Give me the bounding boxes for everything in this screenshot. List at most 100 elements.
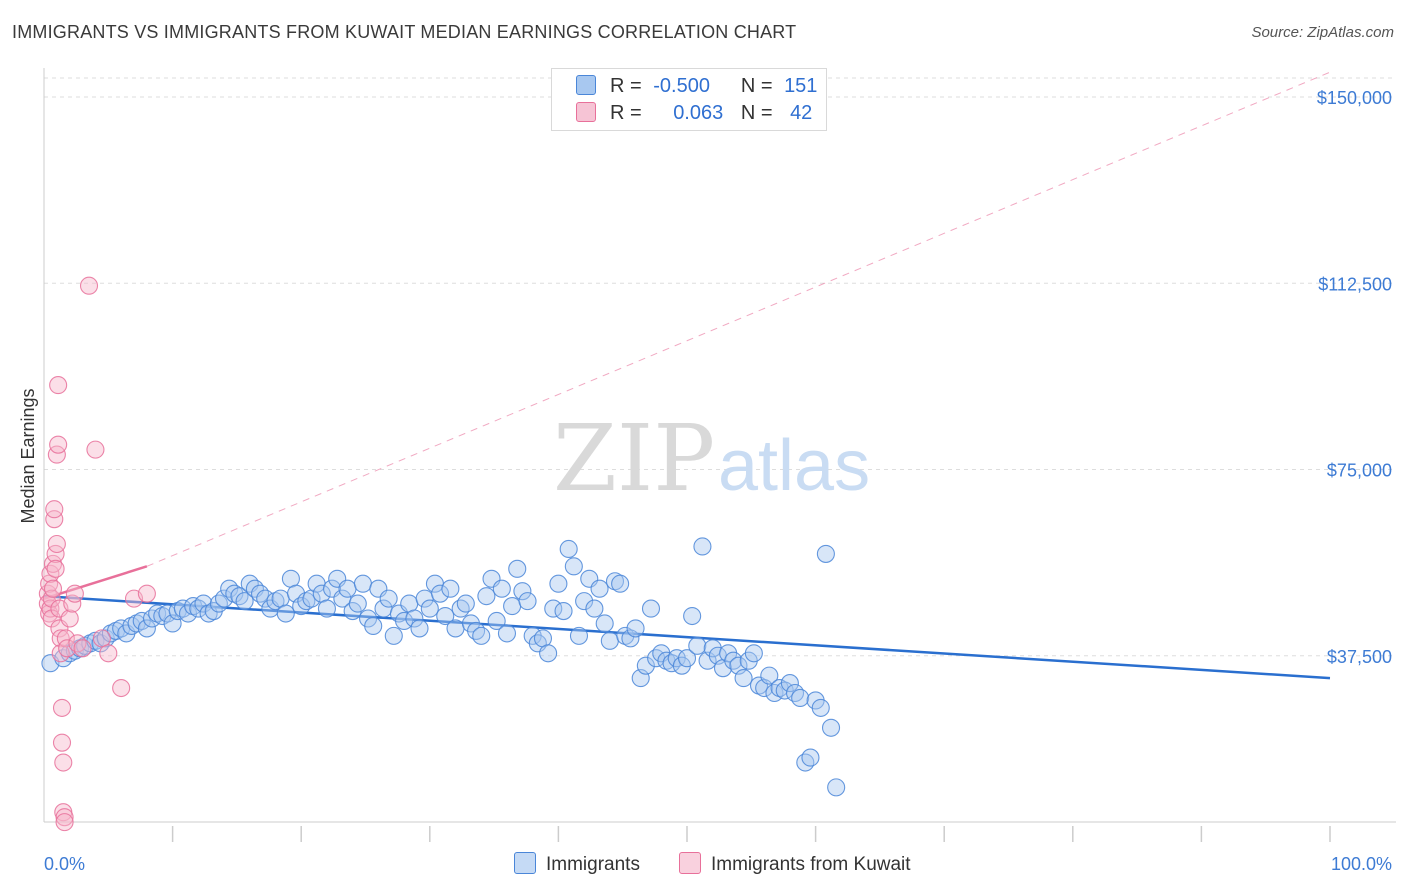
immigrants-point [636,656,655,675]
immigrants-point [467,621,486,640]
immigrants-point [266,592,285,611]
immigrants-point [405,609,424,628]
immigrants-point [693,537,712,556]
immigrants-point [585,599,604,618]
immigrants-point [214,589,234,608]
trend-line [43,565,148,600]
kuwait-point [54,753,73,772]
immigrants-point [734,669,753,688]
kuwait-point [47,534,66,554]
immigrants-point [492,579,511,598]
legend-r-value: 0.063 [673,102,724,124]
bottom-legend-swatch-blue [514,852,536,874]
immigrants-point [827,778,846,797]
kuwait-point [92,629,111,648]
immigrants-point [225,584,244,603]
immigrants-point [497,624,517,643]
kuwait-point [55,813,74,832]
trend-line [43,594,1331,680]
kuwait-point [45,510,64,529]
bottom-legend-swatch-pink [679,852,701,874]
kuwait-point [56,629,75,648]
immigrants-point [317,599,336,618]
immigrants-point [600,631,619,650]
bottom-legend-label: Immigrants from Kuwait [711,854,911,875]
trend-lines [43,71,1331,680]
watermark-zip: ZIP [553,405,715,512]
axes [43,68,1396,842]
immigrants-point [621,629,640,648]
watermark: ZIP atlas [553,405,870,512]
legend-r-label: R = [610,75,642,97]
bottom-legend-kuwait: Immigrants from Kuwait [679,852,911,876]
immigrants-point [539,644,558,663]
legend-n-value: 42 [790,102,813,124]
immigrants-point [801,748,820,767]
immigrants-point [791,688,810,708]
kuwait-point [112,678,131,698]
kuwait-point [137,584,156,603]
immigrants-point [472,626,491,645]
kuwait-point [55,808,74,827]
immigrants-point [420,599,439,618]
immigrants-point [137,619,156,638]
immigrants-point [353,574,372,593]
immigrants-point [760,666,779,685]
immigrants-point [821,718,841,737]
immigrants-point [189,599,208,618]
kuwait-point [43,579,63,598]
kuwait-point [42,609,61,628]
immigrants-point [559,539,578,559]
immigrants-point [688,636,707,655]
x-tick-label: 0.0% [44,854,85,874]
immigrants-point [811,698,830,717]
immigrants-point [513,582,532,601]
immigrants-point [410,619,429,638]
immigrants-point [101,624,120,643]
immigrants-point [616,626,635,645]
legend-n-label: N = [740,75,773,97]
immigrants-point [611,574,630,593]
immigrants-point [292,597,311,616]
legend-n-label: N = [740,102,773,124]
legend-r-label: R = [610,102,642,124]
kuwait-point [51,629,70,648]
immigrants-point [508,559,527,578]
kuwait-point [49,435,68,454]
legend-swatch-pink [576,102,596,122]
legend: R = -0.500 N = 151 R = 0.063 N = 42 [551,68,827,131]
immigrants-point [569,626,589,645]
kuwait-point [79,276,99,295]
kuwait-point [58,639,77,658]
immigrants-point [250,584,270,603]
kuwait-point [65,584,84,603]
kuwait-point [46,559,65,578]
kuwait-point [68,634,87,653]
immigrants-point [677,649,697,668]
immigrants-point [436,606,455,626]
source-credit: Source: ZipAtlas.com [1251,24,1394,41]
bottom-legend-immigrants: Immigrants [514,852,640,876]
x-tick-label: 100.0% [1331,854,1392,874]
kuwait-point [45,500,64,519]
y-tick-label: $75,000 [1327,461,1392,481]
immigrants-point [194,594,213,613]
y-tick-label: $37,500 [1327,647,1392,667]
immigrants-point [431,584,450,603]
immigrants-point [595,614,614,633]
kuwait-point [42,589,61,608]
immigrants-point [379,589,398,608]
bottom-legend-label: Immigrants [546,854,640,875]
immigrants-point [451,599,470,618]
immigrants-point [641,599,661,618]
immigrants-point [364,616,383,636]
immigrants-point [554,601,573,621]
kuwait-point [49,376,68,395]
immigrants-point [575,592,594,611]
immigrants-point [446,619,465,638]
immigrants-point [518,592,537,611]
immigrants-point [780,674,799,693]
y-axis-label: Median Earnings [18,388,38,523]
grid-lines [44,77,1396,657]
